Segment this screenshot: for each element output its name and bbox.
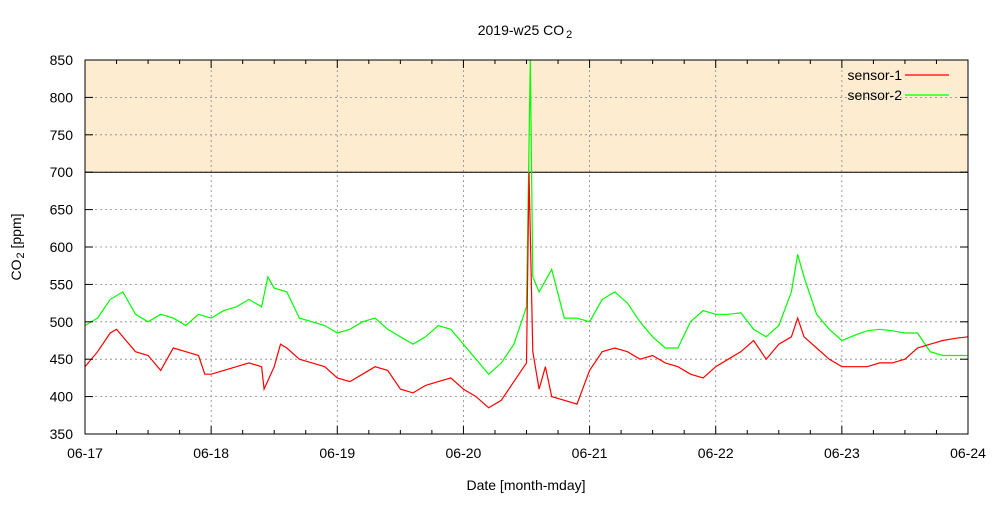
series-line-sensor-2 — [84, 59, 968, 376]
y-tick-label: 600 — [50, 239, 74, 255]
y-tick-label: 500 — [50, 314, 74, 330]
threshold-band — [85, 60, 968, 173]
x-tick-label: 06-23 — [824, 445, 860, 461]
y-tick-label: 450 — [50, 351, 74, 367]
legend-label: sensor-2 — [848, 87, 903, 103]
y-tick-label: 650 — [50, 202, 74, 218]
y-tick-label: 400 — [50, 389, 74, 405]
series-line-sensor-1 — [84, 172, 969, 409]
x-tick-label: 06-19 — [319, 445, 355, 461]
y-tick-label: 550 — [50, 276, 74, 292]
y-tick-label: 350 — [50, 426, 74, 442]
chart-title: 2019-w25 CO 2 — [478, 22, 573, 41]
series-group — [84, 59, 969, 409]
x-tick-label: 06-18 — [193, 445, 229, 461]
x-tick-label: 06-20 — [446, 445, 482, 461]
y-tick-label: 850 — [50, 52, 74, 68]
x-axis-label: Date [month-mday] — [466, 477, 585, 493]
x-tick-label: 06-22 — [698, 445, 734, 461]
x-tick-label: 06-17 — [67, 445, 103, 461]
axis-ticks: 350 400 450 500 550 600 650 700 750 800 850 06-17 06… — [50, 52, 986, 461]
y-tick-label: 700 — [50, 164, 74, 180]
x-tick-label: 06-21 — [572, 445, 608, 461]
y-axis-label: CO2 [ppm] — [8, 213, 27, 280]
x-tick-label: 06-24 — [950, 445, 986, 461]
legend-label: sensor-1 — [848, 67, 903, 83]
y-tick-label: 750 — [50, 127, 74, 143]
y-tick-label: 800 — [50, 89, 74, 105]
legend: sensor-1 sensor-2 — [848, 67, 949, 103]
